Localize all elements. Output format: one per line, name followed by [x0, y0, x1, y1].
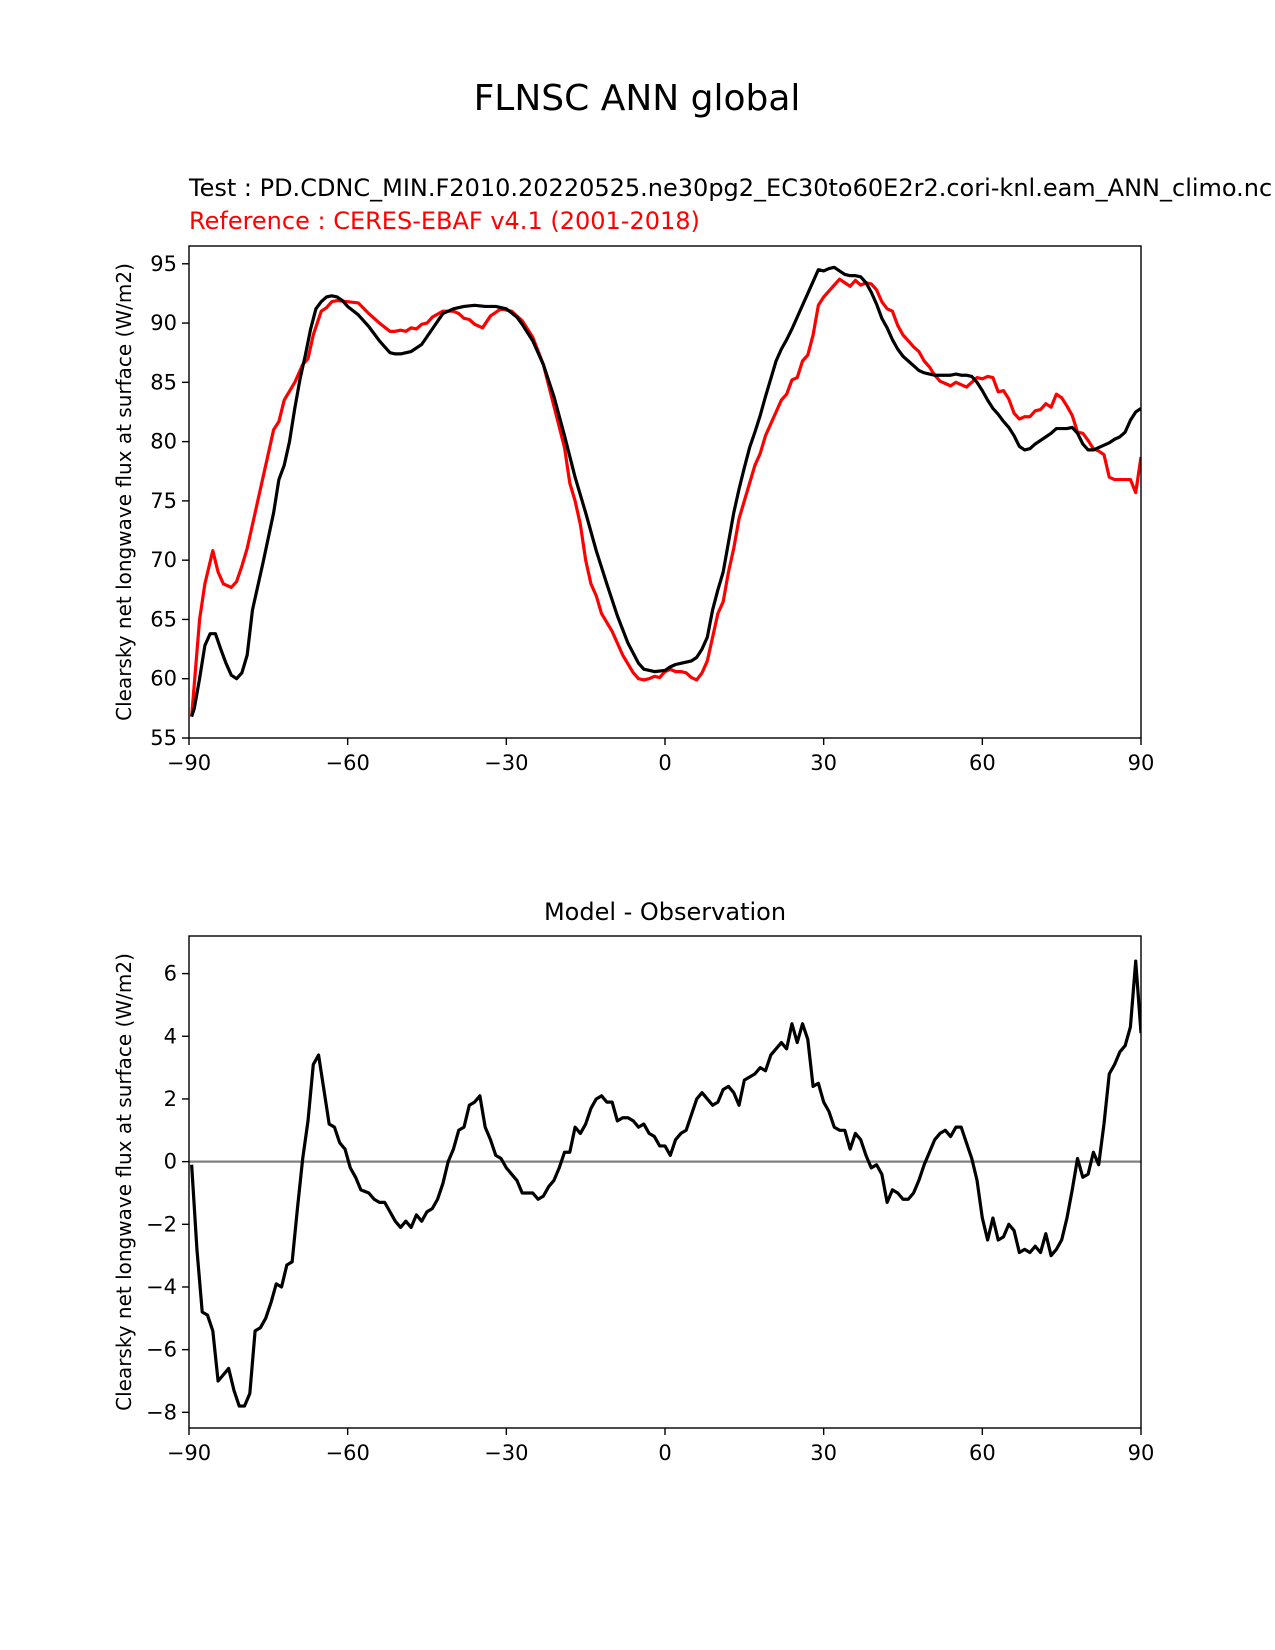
y-tick-label: −6	[146, 1338, 177, 1362]
y-tick-label: 55	[150, 726, 177, 750]
y-tick-label: 90	[150, 311, 177, 335]
reference-label: Reference : CERES-EBAF v4.1 (2001-2018)	[189, 207, 700, 235]
x-tick-label: −90	[167, 1441, 211, 1465]
x-tick-label: 30	[810, 1441, 837, 1465]
y-tick-label: −2	[146, 1212, 177, 1236]
y-tick-label: 85	[150, 370, 177, 394]
bottom-plot-area: −90 −60 −30 0 30 60 90 −8 −6 −4 −2 0 2 4 6 Clearsky net…	[112, 935, 1155, 1465]
y-tick-label: −4	[146, 1275, 177, 1299]
x-tick-label: −30	[484, 1441, 528, 1465]
y-tick-label: 65	[150, 607, 177, 631]
x-tick-label: 0	[658, 1441, 671, 1465]
x-tick-label: 90	[1128, 1441, 1155, 1465]
x-tick-label: 30	[810, 751, 837, 775]
y-tick-label: 70	[150, 548, 177, 572]
top-plot-area: −90 −60 −30 0 30 60 90 55 60 65 70 75 80 85 90 95 Clears…	[112, 245, 1155, 775]
series-line-0	[190, 959, 1141, 1408]
y-axis-label: Clearsky net longwave flux at surface (W…	[112, 263, 136, 721]
x-tick-label: 0	[658, 751, 671, 775]
x-tick-label: 90	[1128, 751, 1155, 775]
y-tick-label: 0	[164, 1150, 177, 1174]
y-tick-label: 80	[150, 430, 177, 454]
plot-frame	[188, 245, 1142, 739]
y-tick-label: 60	[150, 667, 177, 691]
bottom-chart: Model - Observation −90 −60 −30 0 30 60 90−8−6…	[112, 898, 1154, 1465]
y-tick-label: 4	[164, 1024, 177, 1048]
y-axis-label: Clearsky net longwave flux at surface (W…	[112, 953, 136, 1411]
y-tick-label: 95	[150, 252, 177, 276]
x-tick-label: 60	[969, 1441, 996, 1465]
x-tick-label: −60	[326, 1441, 370, 1465]
y-tick-label: 2	[164, 1087, 177, 1111]
y-tick-label: 75	[150, 489, 177, 513]
test-label: Test : PD.CDNC_MIN.F2010.20220525.ne30pg…	[188, 174, 1272, 202]
y-tick-label: −8	[146, 1400, 177, 1424]
top-chart: Test : PD.CDNC_MIN.F2010.20220525.ne30pg…	[112, 174, 1272, 775]
figure-title: FLNSC ANN global	[474, 78, 801, 119]
series-line-1	[190, 265, 1141, 718]
plot-frame	[188, 935, 1142, 1429]
series-line-0	[190, 277, 1141, 717]
x-tick-label: −60	[326, 751, 370, 775]
x-tick-label: 60	[969, 751, 996, 775]
difference-title: Model - Observation	[544, 898, 786, 926]
y-tick-label: 6	[164, 962, 177, 986]
x-tick-label: −30	[484, 751, 528, 775]
x-tick-label: −90	[167, 751, 211, 775]
